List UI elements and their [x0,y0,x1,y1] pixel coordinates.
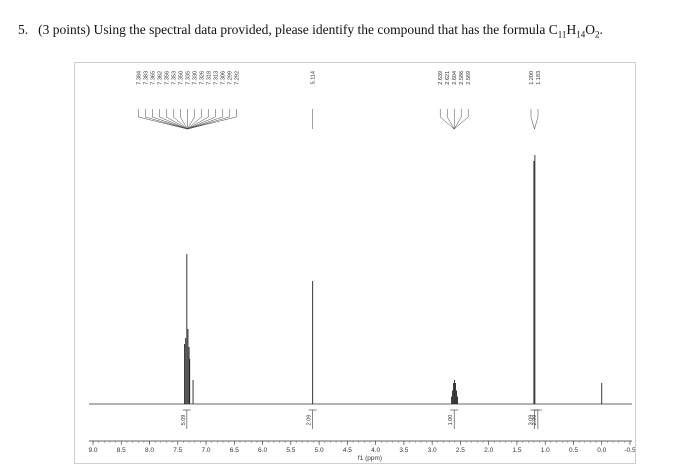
integration-value: 2.09 [307,415,313,426]
integration-value: 1.00 [448,415,454,426]
x-axis-tick-label: 0.0 [597,447,606,454]
x-axis-tick-label: 3.0 [428,447,437,454]
x-axis-tick-label: 5.5 [286,447,295,454]
integration-value: 3.09 [528,415,534,426]
x-axis-tick-label: 3.5 [399,447,408,454]
peak-label-leader [187,116,202,130]
peak-label-leader [440,116,455,130]
peak-label: 7.326 [199,71,205,85]
x-axis-tick-label: 8.0 [145,447,154,454]
peak-label: 7.383 [143,71,149,85]
question-text: 5. (3 points) Using the spectral data pro… [18,22,688,40]
peak-label: 7.362 [157,71,163,85]
x-axis-tick-label: -0.5 [624,447,635,454]
peak-label: 7.318 [206,71,212,85]
peak-label: 7.365 [150,71,156,85]
peak-label-leader [187,116,209,130]
formula-period: . [599,22,603,37]
x-axis-tick-label: 2.0 [484,447,493,454]
peak-label: 7.313 [213,71,219,85]
peak-label-leader [187,116,230,130]
peak-label: 1.200 [529,71,535,85]
molecular-formula: C11H14O2. [548,22,603,40]
peak-label-leader [159,116,188,130]
formula-h: H [566,22,577,37]
peak-label: 7.384 [136,71,142,85]
formula-o-count: 2 [594,29,600,40]
peak-label-leader [180,116,188,130]
peak-label: 2.569 [466,71,472,85]
nmr-spectrum-chart: 7.384 7.383 7.365 7.362 7.356 7.353 7.350 7.335… [88,71,635,462]
peak-label: 7.350 [178,71,184,85]
x-axis-title: f1 (ppm) [358,455,382,462]
x-axis-tick-label: 6.5 [230,447,239,454]
x-axis-tick-label: 1.5 [512,447,521,454]
integration-value: 2.99 [532,415,538,426]
peak-label-leader [530,116,535,130]
peak-label-leader [534,116,539,130]
peak-label: 7.306 [220,71,226,85]
peak-label: 7.330 [192,71,198,85]
peak-label: 7.299 [227,71,233,85]
x-axis-tick-label: 7.0 [202,447,211,454]
formula-c: C [548,22,558,37]
formula-h-count: 14 [576,29,586,40]
peak-label: 2.586 [459,71,465,85]
peak-label-leader [454,116,469,130]
formula-o: O [585,22,595,37]
integration-value: 5.09 [181,415,187,426]
x-axis-tick-label: 2.5 [456,447,465,454]
x-axis-tick-label: 4.0 [371,447,380,454]
peak-label-leader [173,116,188,130]
question-points: (3 points) [38,22,91,37]
peak-label-leader [453,116,462,130]
x-axis-tick-label: 9.0 [88,447,97,454]
peak-label: 1.183 [536,71,542,85]
peak-label-leader [187,116,195,130]
formula-c-count: 11 [557,29,567,40]
question-prompt: Using the spectral data provided, please… [93,22,546,37]
peak-label-leader [138,116,188,130]
x-axis-tick-label: 0.5 [569,447,578,454]
peak-label-leader [166,116,188,130]
x-axis-tick-label: 7.5 [173,447,182,454]
peak-label: 7.335 [185,71,191,85]
nmr-spectrum-figure: 7.384 7.383 7.365 7.362 7.356 7.353 7.350 7.335… [74,62,636,464]
peak-label-leader [145,116,188,130]
peak-label-leader [446,116,455,130]
peak-label-leader [152,116,188,130]
question-number: 5. [18,22,29,37]
x-axis-tick-label: 6.0 [258,447,267,454]
peak-label: 2.639 [438,71,444,85]
peak-label-leader [187,116,216,130]
peak-label: 7.353 [171,71,177,85]
peak-label: 7.356 [164,71,170,85]
x-axis-tick-label: 1.0 [541,447,550,454]
peak-label: 2.621 [445,71,451,85]
peak-label-leader [187,116,223,130]
peak-label: 5.114 [311,71,317,84]
peak-label: 7.292 [234,71,240,85]
peak-label: 2.604 [452,71,458,85]
peak-label-leader [187,116,237,130]
x-axis-tick-label: 4.5 [343,447,352,454]
x-axis-tick-label: 5.0 [315,447,324,454]
x-axis-tick-label: 8.5 [117,447,126,454]
